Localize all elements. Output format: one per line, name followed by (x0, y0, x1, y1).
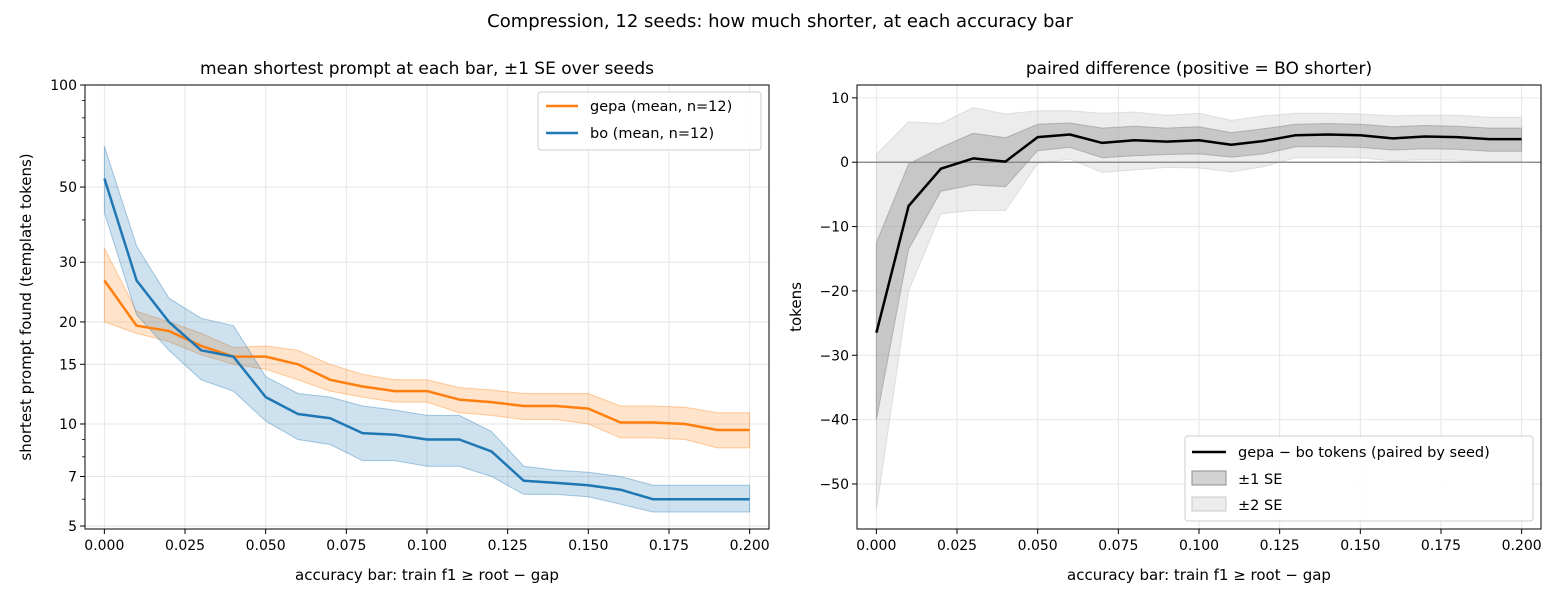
left-chart-ytick-label: 15 (59, 357, 77, 373)
legend-box (537, 91, 762, 151)
right-chart-legend: gepa − bo tokens (paired by seed) ±1 SE ±2… (1184, 435, 1534, 522)
left-chart-xtick-label: 0.175 (649, 538, 689, 554)
left-chart-ytick-label: 20 (59, 315, 77, 331)
right-chart-ytick-label: 0 (840, 155, 849, 171)
right-chart-ytick-label: −50 (819, 477, 849, 493)
left-chart-ytick-label: 7 (68, 469, 77, 485)
right-chart-xtick-label: 0.000 (856, 538, 896, 554)
left-chart-legend: gepa (mean, n=12) bo (mean, n=12) (537, 91, 762, 151)
left-chart-xtick-label: 0.125 (488, 538, 528, 554)
right-chart-title: paired difference (positive = BO shorter… (1026, 59, 1372, 79)
legend-label-diff: gepa − bo tokens (paired by seed) (1238, 445, 1490, 461)
left-chart: mean shortest prompt at each bar, ±1 SE … (17, 59, 770, 584)
right-chart-xtick-label: 0.025 (937, 538, 977, 554)
series-gepa-mean-line (103, 279, 750, 432)
right-chart-ytick-label: −40 (819, 413, 849, 429)
left-chart-title: mean shortest prompt at each bar, ±1 SE … (200, 59, 654, 79)
series-bo-mean-line (103, 178, 750, 501)
left-chart-xtick-label: 0.200 (730, 538, 770, 554)
legend-swatch-1se (1191, 470, 1227, 486)
legend-swatch-2se (1191, 496, 1227, 512)
left-chart-xtick-label: 0.100 (407, 538, 447, 554)
right-chart-xtick-label: 0.150 (1340, 538, 1380, 554)
diff-mean-line (875, 133, 1522, 334)
left-chart-xlabel: accuracy bar: train f1 ≥ root − gap (295, 566, 559, 584)
right-chart-xtick-label: 0.100 (1179, 538, 1219, 554)
left-chart-ytick-label: 50 (59, 180, 77, 196)
left-chart-xtick-label: 0.025 (165, 538, 205, 554)
left-chart-ylabel: shortest prompt found (template tokens) (17, 153, 35, 460)
left-chart-ytick-label: 5 (68, 519, 77, 535)
right-chart: paired difference (positive = BO shorter… (787, 59, 1542, 584)
right-chart-xtick-label: 0.175 (1421, 538, 1461, 554)
right-chart-ytick-label: 10 (831, 91, 849, 107)
left-chart-xtick-label: 0.075 (326, 538, 366, 554)
series-gepa-se-band (103, 247, 751, 449)
left-chart-ytick-label: 30 (59, 255, 77, 271)
series-bo-se-band (103, 146, 751, 513)
right-chart-xtick-label: 0.075 (1098, 538, 1138, 554)
legend-label-2se: ±2 SE (1238, 498, 1282, 514)
legend-label-bo: bo (mean, n=12) (590, 126, 714, 142)
right-chart-xtick-label: 0.050 (1018, 538, 1058, 554)
left-chart-xtick-label: 0.050 (246, 538, 286, 554)
diff-1se-band (875, 122, 1523, 420)
right-chart-xtick-label: 0.200 (1502, 538, 1542, 554)
right-chart-xtick-label: 0.125 (1260, 538, 1300, 554)
right-chart-ytick-label: −10 (819, 220, 849, 236)
left-chart-xtick-label: 0.000 (84, 538, 124, 554)
right-chart-ytick-label: −20 (819, 284, 849, 300)
left-chart-ytick-label: 10 (59, 417, 77, 433)
right-chart-ylabel: tokens (787, 282, 805, 332)
left-chart-ytick-label: 100 (50, 78, 77, 94)
figure-suptitle: Compression, 12 seeds: how much shorter,… (487, 11, 1073, 32)
right-chart-ytick-label: −30 (819, 348, 849, 364)
legend-label-gepa: gepa (mean, n=12) (590, 99, 732, 115)
legend-label-1se: ±1 SE (1238, 472, 1282, 488)
legend-box (1184, 435, 1534, 522)
left-chart-xtick-label: 0.150 (568, 538, 608, 554)
right-chart-xlabel: accuracy bar: train f1 ≥ root − gap (1067, 566, 1331, 584)
